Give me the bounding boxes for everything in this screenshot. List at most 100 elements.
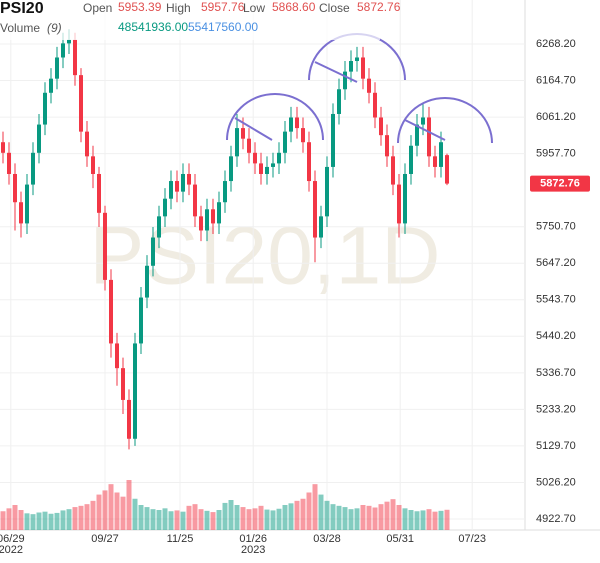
candle-body (361, 57, 365, 79)
close-value: 5872.76 (357, 0, 401, 14)
volume-bar (114, 492, 120, 530)
candle-body (271, 163, 275, 167)
candle-body (91, 156, 95, 174)
y-tick-label: 5440.20 (536, 330, 576, 342)
x-tick-label: 07/23 (458, 533, 486, 545)
volume-bar (204, 510, 210, 530)
volume-bar (264, 509, 270, 530)
volume-bar (240, 507, 246, 530)
x-tick-label: 01/26 (239, 533, 267, 545)
candle-body (427, 117, 431, 157)
candle-body (241, 128, 245, 139)
low-value: 5868.60 (272, 0, 316, 14)
volume-bar (318, 494, 324, 530)
candle-body (127, 399, 131, 439)
candle-body (103, 212, 107, 280)
volume-bar (378, 504, 384, 530)
volume-bar (108, 484, 114, 530)
candle-body (211, 209, 215, 224)
candle-body (109, 279, 113, 344)
x-tick-label: 09/27 (91, 533, 119, 545)
candle-body (139, 297, 143, 344)
volume-bar (66, 509, 72, 530)
candle-body (223, 181, 227, 203)
candle-body (295, 117, 299, 129)
candle-body (25, 184, 29, 224)
volume-ma-value: 55417560.00 (188, 20, 258, 34)
volume-bar (246, 509, 252, 530)
candle-body (187, 173, 191, 185)
price-label: 5872.76 (540, 178, 580, 190)
candle-body (79, 75, 83, 132)
candle-body (445, 155, 449, 184)
candle-body (301, 128, 305, 143)
candle-body (115, 343, 119, 369)
symbol: PSI20 (0, 0, 44, 17)
candle-body (85, 131, 89, 157)
candle-body (157, 216, 161, 238)
high-label: High (166, 1, 191, 15)
volume-bar (36, 512, 42, 530)
y-tick-label: 5026.20 (536, 476, 576, 488)
candle-body (151, 237, 155, 266)
y-tick-label: 4922.70 (536, 513, 576, 525)
candle-body (61, 43, 65, 58)
candle-body (247, 138, 251, 153)
candle-body (193, 184, 197, 217)
volume-period: (9) (47, 21, 62, 35)
x-tick-label: 06/29 (0, 533, 25, 545)
candle-body (277, 152, 281, 164)
volume-bar (138, 505, 144, 530)
volume-bar (342, 507, 348, 530)
arc-drawing (397, 97, 493, 144)
candle-body (37, 124, 41, 153)
x-year-label: 2023 (241, 544, 265, 556)
y-tick-label: 5233.20 (536, 403, 576, 415)
x-tick-label: 11/25 (167, 533, 194, 545)
volume-bar (6, 508, 12, 530)
plot (0, 0, 525, 530)
volume-bar (372, 507, 378, 530)
volume-bar (360, 505, 366, 530)
candle-body (73, 39, 77, 76)
volume-bar (324, 500, 330, 530)
volume-bar (48, 513, 54, 530)
y-tick-label: 5957.70 (536, 148, 576, 160)
candle-body (331, 113, 335, 167)
volume-bar (198, 509, 204, 530)
volume-bar (288, 503, 294, 530)
volume-bar (12, 505, 18, 530)
x-tick-label: 05/31 (386, 533, 414, 545)
candle-body (355, 57, 359, 62)
volume-bar (24, 513, 30, 530)
volume-value: 48541936.00 (118, 20, 188, 34)
volume-bar (54, 512, 60, 530)
candle-body (307, 142, 311, 182)
watermark: PSI20,1D (90, 211, 441, 302)
volume-bar (270, 510, 276, 530)
y-tick-label: 5543.70 (536, 294, 576, 306)
volume-bar (216, 510, 222, 530)
candle-body (97, 173, 101, 213)
volume-bar (282, 505, 288, 530)
candle-body (7, 152, 11, 174)
x-year-label: 2022 (0, 544, 23, 556)
candle-body (439, 142, 443, 167)
candle-body (1, 142, 5, 153)
candle-body (49, 78, 53, 93)
header-bg (0, 0, 380, 40)
candle-body (289, 117, 293, 132)
candle-body (253, 152, 257, 164)
volume-bar (18, 510, 24, 530)
volume-bar (156, 510, 162, 530)
volume-bar (132, 498, 138, 530)
volume-bar (444, 509, 450, 530)
y-tick-label: 6268.20 (536, 38, 576, 50)
volume-bar (192, 504, 198, 530)
trend-line (404, 119, 446, 141)
volume-bar (354, 508, 360, 530)
close-label: Close (319, 1, 350, 15)
candle-body (433, 156, 437, 167)
volume-bar (330, 504, 336, 530)
